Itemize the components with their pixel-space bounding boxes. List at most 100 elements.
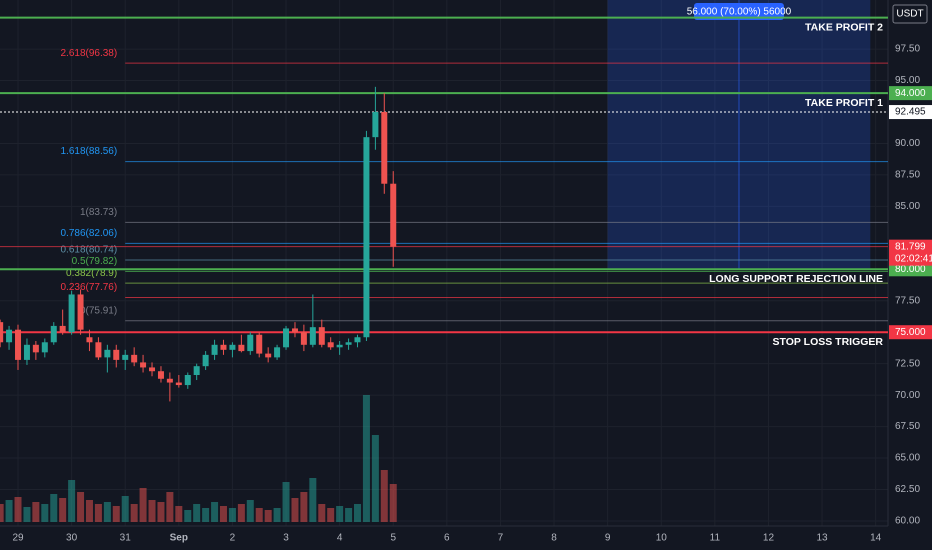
y-tick-label: 72.50 — [895, 358, 920, 369]
level-name: STOP LOSS TRIGGER — [773, 336, 884, 348]
volume-bar — [273, 508, 281, 522]
volume-bar — [264, 510, 272, 522]
y-tick-label: 70.00 — [895, 390, 920, 401]
volume-bar — [300, 492, 308, 522]
volume-bar — [41, 504, 49, 522]
candle-body — [256, 334, 263, 354]
candle-body — [113, 349, 120, 360]
box-label: 56.000 (70.00%) 56000 — [687, 7, 792, 18]
volume-bar — [94, 504, 102, 522]
box-tag — [693, 3, 784, 20]
volume-bar — [255, 508, 263, 522]
level-tag — [889, 325, 932, 340]
candle-body — [193, 366, 200, 375]
candle-body — [318, 327, 325, 345]
y-tick-label: 67.50 — [895, 421, 920, 432]
candle-body — [23, 344, 30, 360]
volume-bar — [228, 508, 236, 522]
fib-label: 2.618(96.38) — [60, 48, 117, 59]
volume-bar — [371, 435, 379, 522]
volume-bar — [193, 504, 201, 522]
volume-bar — [318, 504, 326, 522]
volume-bar — [0, 504, 4, 522]
volume-bar — [166, 492, 174, 522]
candle-body — [220, 344, 227, 350]
volume-bar — [103, 502, 111, 522]
volume-bar — [148, 500, 156, 522]
candle-body — [140, 362, 147, 368]
x-tick-label: 4 — [337, 533, 343, 544]
level-value: 94.000 — [895, 88, 926, 99]
candle-body — [390, 183, 397, 247]
y-tick-label: 65.00 — [895, 453, 920, 464]
volume-bar — [121, 496, 129, 522]
volume-bar — [362, 395, 370, 522]
volume-bar — [309, 478, 317, 522]
x-tick-label: 30 — [66, 533, 78, 544]
fib-label: 1.618(88.56) — [60, 146, 117, 157]
candle-body — [211, 344, 218, 355]
y-tick-label: 60.00 — [895, 516, 920, 527]
candle-body — [6, 329, 13, 343]
marker-tag — [889, 105, 932, 120]
y-tick-label: 62.50 — [895, 484, 920, 495]
candle-body — [50, 325, 57, 343]
candle-body — [336, 344, 343, 348]
last-price-tag — [889, 239, 932, 266]
volume-bar — [139, 488, 147, 522]
level-name: TAKE PROFIT 2 — [805, 21, 883, 33]
fib-label: 0.382(78.9) — [66, 268, 117, 279]
candle-body — [104, 349, 111, 358]
y-tick-label: 97.50 — [895, 44, 920, 55]
y-tick-label: 90.00 — [895, 138, 920, 149]
candle-body — [238, 344, 245, 352]
level-name: LONG SUPPORT REJECTION LINE — [709, 273, 883, 285]
volume-bar — [130, 504, 138, 522]
candle-body — [149, 367, 156, 372]
candle-body — [68, 294, 75, 333]
x-tick-label: Sep — [170, 533, 188, 544]
volume-bar — [50, 494, 58, 522]
candle-body — [274, 347, 281, 358]
volume-bar — [85, 500, 93, 522]
volume-bar — [237, 504, 245, 522]
x-tick-label: 31 — [120, 533, 132, 544]
currency-tag — [892, 4, 928, 24]
candle-body — [381, 111, 388, 184]
volume-bar — [59, 498, 67, 522]
volume-bar — [5, 500, 13, 522]
fib-label: 0.618(80.74) — [60, 245, 117, 256]
volume-bar — [184, 510, 192, 522]
x-tick-label: 13 — [817, 533, 829, 544]
volume-bar — [112, 506, 120, 522]
volume-bar — [77, 492, 85, 522]
volume-bar — [23, 507, 31, 522]
y-tick-label: 85.00 — [895, 201, 920, 212]
candle-body — [41, 342, 48, 353]
fib-label: 0.236(77.76) — [60, 282, 117, 293]
candle-body — [283, 328, 290, 348]
level-name: TAKE PROFIT 1 — [805, 97, 883, 109]
candle-body — [131, 354, 138, 363]
level-tag — [889, 86, 932, 101]
candle-body — [300, 332, 307, 345]
candle-body — [15, 329, 22, 360]
marker-value: 92.495 — [895, 107, 926, 118]
candle-body — [202, 354, 209, 367]
candle-body — [86, 337, 93, 343]
volume-bar — [282, 482, 290, 522]
volume-bar — [32, 502, 40, 522]
candle-body — [345, 342, 352, 345]
currency: USDT — [896, 9, 923, 20]
candle-body — [0, 322, 4, 343]
candle-body — [157, 371, 164, 379]
volume-bar — [202, 508, 210, 522]
y-tick-label: 95.00 — [895, 75, 920, 86]
x-tick-label: 12 — [763, 533, 775, 544]
candle-body — [363, 137, 370, 338]
x-tick-label: 29 — [12, 533, 24, 544]
level-tag — [889, 262, 932, 277]
fib-label: 1(83.73) — [80, 207, 117, 218]
volume-bar — [327, 508, 335, 522]
